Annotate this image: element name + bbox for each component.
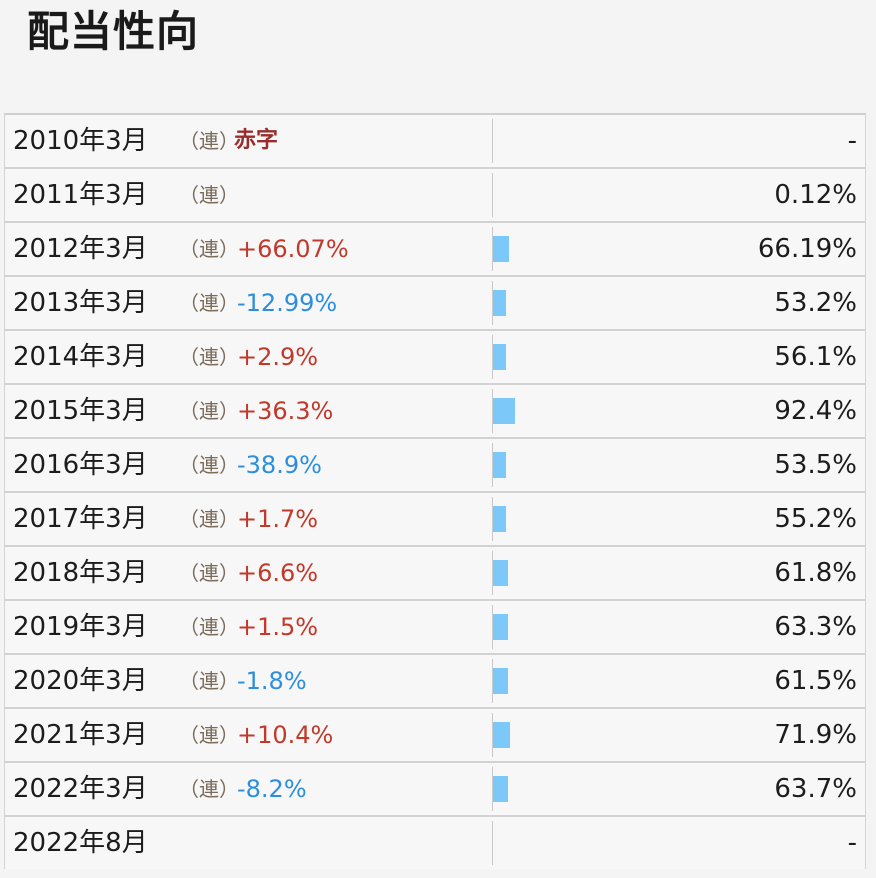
table-row: 2011年3月 （連） 0.12%	[5, 169, 865, 223]
payout-bar	[493, 668, 508, 694]
payout-ratio-value: -	[847, 828, 857, 858]
table-row: 2015年3月 （連） +36.3% 92.4%	[5, 385, 865, 439]
column-divider	[492, 389, 493, 433]
payout-bar	[493, 722, 510, 748]
column-divider	[492, 281, 493, 325]
column-divider	[492, 119, 493, 163]
payout-bar	[493, 398, 515, 424]
consolidated-tag: （連）	[179, 237, 239, 261]
table-row: 2018年3月 （連） +6.6% 61.8%	[5, 547, 865, 601]
period-label: 2016年3月	[13, 450, 148, 480]
payout-ratio-value: 63.7%	[774, 774, 857, 804]
table-row: 2017年3月 （連） +1.7% 55.2%	[5, 493, 865, 547]
consolidated-tag: （連）	[179, 777, 239, 801]
table-row: 2013年3月 （連） -12.99% 53.2%	[5, 277, 865, 331]
column-divider	[492, 659, 493, 703]
period-label: 2021年3月	[13, 720, 148, 750]
change-rate: -12.99%	[237, 289, 338, 317]
change-rate: +1.7%	[237, 505, 319, 533]
consolidated-tag: （連）	[179, 507, 239, 531]
payout-bar	[493, 614, 508, 640]
column-divider	[492, 605, 493, 649]
consolidated-tag: （連）	[179, 399, 239, 423]
payout-ratio-value: 56.1%	[774, 342, 857, 372]
payout-bar	[493, 560, 508, 586]
period-label: 2010年3月	[13, 126, 148, 156]
consolidated-tag: （連）	[179, 129, 239, 153]
consolidated-tag: （連）	[179, 183, 239, 207]
column-divider	[492, 173, 493, 217]
payout-ratio-value: 0.12%	[774, 180, 857, 210]
payout-bar	[493, 452, 506, 478]
consolidated-tag: （連）	[179, 669, 239, 693]
change-rate: -8.2%	[237, 775, 307, 803]
column-divider	[492, 335, 493, 379]
payout-ratio-value: 53.2%	[774, 288, 857, 318]
payout-ratio-value: 61.8%	[774, 558, 857, 588]
change-rate: -1.8%	[237, 667, 307, 695]
consolidated-tag: （連）	[179, 345, 239, 369]
period-label: 2022年3月	[13, 774, 148, 804]
consolidated-tag: （連）	[179, 453, 239, 477]
column-divider	[492, 713, 493, 757]
payout-bar	[493, 344, 506, 370]
payout-ratio-value: 55.2%	[774, 504, 857, 534]
payout-ratio-value: 61.5%	[774, 666, 857, 696]
period-label: 2020年3月	[13, 666, 148, 696]
payout-ratio-value: 53.5%	[774, 450, 857, 480]
table-row: 2022年3月 （連） -8.2% 63.7%	[5, 763, 865, 817]
payout-ratio-value: -	[847, 126, 857, 156]
period-label: 2019年3月	[13, 612, 148, 642]
column-divider	[492, 551, 493, 595]
change-rate: +2.9%	[237, 343, 319, 371]
table-row: 2020年3月 （連） -1.8% 61.5%	[5, 655, 865, 709]
table-row: 2010年3月 （連） 赤字 -	[5, 115, 865, 169]
consolidated-tag: （連）	[179, 723, 239, 747]
table-row: 2022年8月 -	[5, 817, 865, 869]
table-row: 2014年3月 （連） +2.9% 56.1%	[5, 331, 865, 385]
column-divider	[492, 443, 493, 487]
column-divider	[492, 227, 493, 271]
table-row: 2016年3月 （連） -38.9% 53.5%	[5, 439, 865, 493]
period-label: 2011年3月	[13, 180, 148, 210]
change-rate: +6.6%	[237, 559, 319, 587]
column-divider	[492, 497, 493, 541]
dividend-payout-table: 2010年3月 （連） 赤字 -2011年3月 （連） 0.12% 2012年3月 （連） +6…	[4, 113, 866, 869]
table-row: 2019年3月 （連） +1.5% 63.3%	[5, 601, 865, 655]
payout-bar	[493, 506, 506, 532]
period-label: 2013年3月	[13, 288, 148, 318]
column-divider	[492, 821, 493, 865]
consolidated-tag: （連）	[179, 561, 239, 585]
payout-bar	[493, 236, 509, 262]
payout-bar	[493, 776, 508, 802]
period-label: 2015年3月	[13, 396, 148, 426]
change-rate: +66.07%	[237, 235, 349, 263]
period-label: 2012年3月	[13, 234, 148, 264]
consolidated-tag: （連）	[179, 291, 239, 315]
payout-ratio-value: 63.3%	[774, 612, 857, 642]
period-label: 2022年8月	[13, 828, 148, 858]
payout-bar	[493, 290, 506, 316]
change-rate: +1.5%	[237, 613, 319, 641]
payout-ratio-value: 66.19%	[757, 234, 857, 264]
period-label: 2014年3月	[13, 342, 148, 372]
table-row: 2021年3月 （連） +10.4% 71.9%	[5, 709, 865, 763]
column-divider	[492, 767, 493, 811]
change-rate: -38.9%	[237, 451, 322, 479]
change-rate: +36.3%	[237, 397, 334, 425]
period-label: 2018年3月	[13, 558, 148, 588]
payout-ratio-value: 92.4%	[774, 396, 857, 426]
payout-ratio-value: 71.9%	[774, 720, 857, 750]
table-row: 2012年3月 （連） +66.07% 66.19%	[5, 223, 865, 277]
page-title: 配当性向	[27, 7, 200, 56]
change-rate: +10.4%	[237, 721, 334, 749]
period-label: 2017年3月	[13, 504, 148, 534]
consolidated-tag: （連）	[179, 615, 239, 639]
deficit-badge: 赤字	[234, 128, 279, 153]
